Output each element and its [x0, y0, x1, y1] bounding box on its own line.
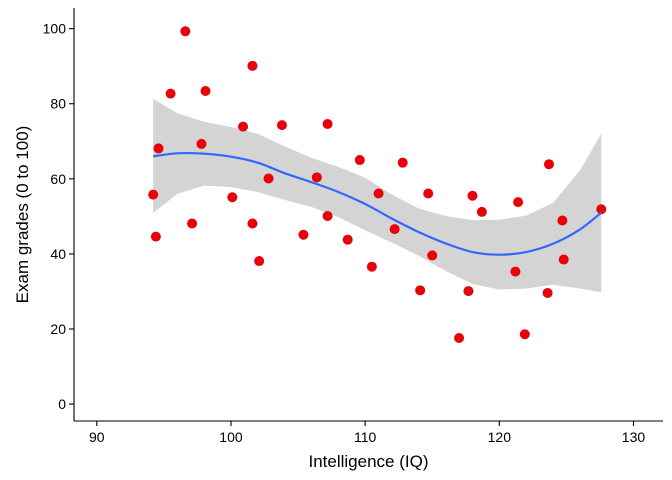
axes-layer	[73, 8, 663, 422]
data-point	[354, 155, 365, 166]
smooth-line-layer	[153, 151, 602, 256]
data-point	[397, 157, 408, 168]
smooth-line	[153, 151, 602, 256]
data-point	[298, 229, 309, 240]
data-point	[150, 231, 161, 242]
data-point	[227, 192, 238, 203]
data-point	[322, 119, 333, 130]
data-point	[153, 143, 164, 154]
x-axis-title: Intelligence (IQ)	[309, 452, 429, 471]
data-point	[342, 234, 353, 245]
data-point	[165, 88, 176, 99]
data-point	[427, 250, 438, 261]
data-point	[247, 60, 258, 71]
data-point	[543, 159, 554, 170]
data-point	[254, 256, 265, 267]
data-point	[180, 26, 191, 37]
data-point	[513, 197, 524, 208]
y-ticks: 0 20 40 60 80 100	[43, 21, 74, 412]
data-point	[263, 173, 274, 184]
x-tick-label: 100	[219, 429, 243, 445]
data-point	[510, 266, 521, 277]
data-point	[389, 224, 400, 235]
y-tick-label: 100	[43, 21, 67, 37]
data-point	[423, 188, 434, 199]
data-point	[454, 333, 465, 344]
data-point	[476, 206, 487, 217]
x-tick-label: 110	[354, 429, 377, 445]
data-point	[558, 254, 569, 265]
data-point	[247, 218, 258, 229]
x-tick-label: 130	[622, 429, 646, 445]
data-point	[542, 287, 553, 298]
data-point	[557, 215, 568, 226]
data-point	[311, 172, 322, 183]
data-point	[200, 85, 211, 96]
y-axis-title: Exam grades (0 to 100)	[13, 126, 32, 304]
data-point	[467, 190, 478, 201]
y-tick-label: 40	[50, 246, 66, 262]
data-point	[596, 204, 607, 215]
data-point	[373, 188, 384, 199]
data-point	[322, 211, 333, 222]
data-point	[238, 121, 249, 132]
x-tick-label: 90	[89, 429, 105, 445]
data-point	[415, 285, 426, 296]
data-point	[463, 286, 474, 297]
data-point	[276, 120, 287, 131]
x-tick-label: 120	[488, 429, 512, 445]
y-tick-label: 0	[58, 396, 66, 412]
y-tick-label: 80	[50, 96, 66, 112]
y-tick-label: 60	[50, 171, 66, 187]
y-tick-label: 20	[50, 321, 66, 337]
data-point	[366, 261, 377, 272]
data-point	[196, 138, 207, 149]
x-ticks: 90 100 110 120 130	[89, 421, 645, 445]
data-point	[187, 218, 198, 229]
data-point	[148, 189, 159, 200]
points-layer	[148, 26, 607, 344]
data-point	[519, 329, 530, 340]
